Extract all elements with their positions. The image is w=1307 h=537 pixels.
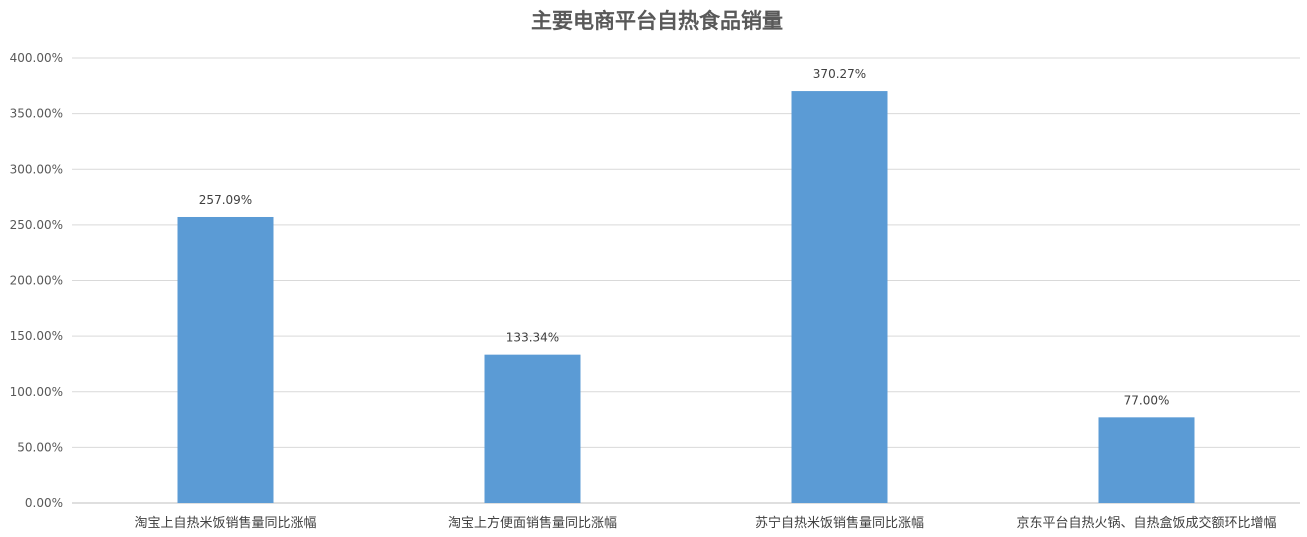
y-tick-label: 150.00% [10, 329, 63, 343]
data-label: 370.27% [813, 67, 866, 81]
y-tick-label: 400.00% [10, 51, 63, 65]
y-tick-label: 200.00% [10, 274, 63, 288]
y-tick-label: 300.00% [10, 162, 63, 176]
bar [484, 354, 581, 503]
y-tick-label: 100.00% [10, 385, 63, 399]
x-category-label: 京东平台自热火锅、自热盒饭成交额环比增幅 [1016, 515, 1276, 531]
y-tick-label: 50.00% [17, 440, 63, 454]
data-label: 77.00% [1124, 393, 1170, 407]
x-category-label: 淘宝上自热米饭销售量同比涨幅 [134, 515, 316, 531]
y-tick-label: 0.00% [25, 496, 63, 510]
data-label: 133.34% [506, 331, 559, 345]
x-category-label: 淘宝上方便面销售量同比涨幅 [448, 515, 617, 531]
y-tick-label: 250.00% [10, 218, 63, 232]
data-label: 257.09% [199, 193, 252, 207]
y-tick-label: 350.00% [10, 107, 63, 121]
bar [1098, 417, 1195, 503]
bar [177, 216, 274, 504]
chart-title: 主要电商平台自热食品销量 [531, 8, 783, 33]
x-category-label: 苏宁自热米饭销售量同比涨幅 [755, 515, 924, 531]
bar [791, 91, 888, 504]
